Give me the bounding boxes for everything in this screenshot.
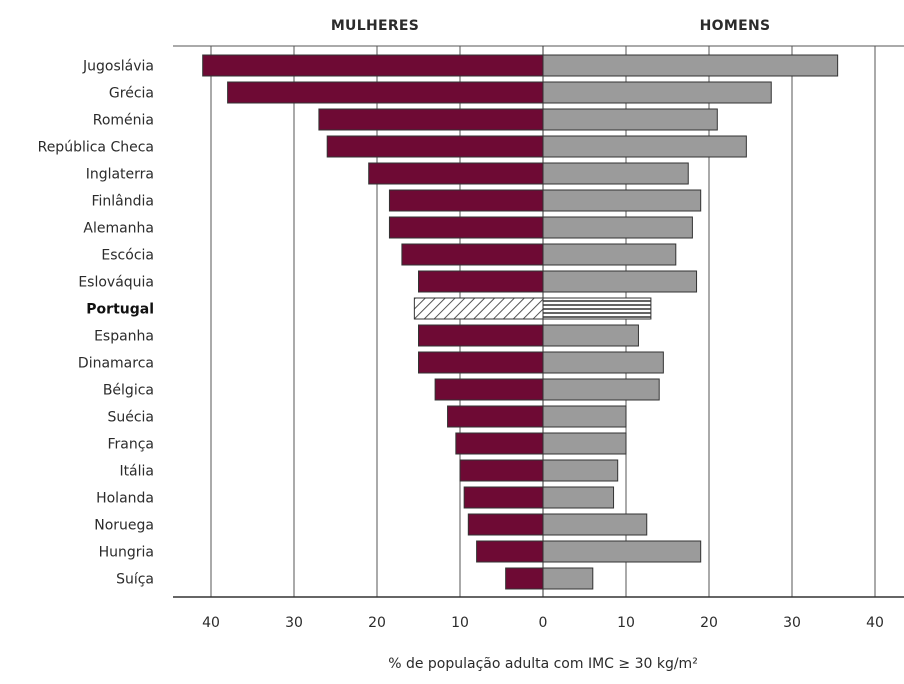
- category-label: Eslováquia: [78, 275, 154, 291]
- bar-women: [418, 324, 544, 347]
- bar-women: [455, 432, 544, 455]
- bar-men: [542, 54, 839, 77]
- bar-women: [202, 54, 544, 77]
- bar-women: [476, 540, 544, 563]
- category-label: Hungria: [99, 545, 154, 561]
- tick-label: 40: [866, 615, 884, 631]
- category-label: Noruega: [94, 518, 154, 534]
- women-heading: MULHERES: [331, 18, 419, 34]
- bar-men: [542, 162, 689, 185]
- category-label: Itália: [119, 464, 154, 480]
- bar-men: [542, 324, 639, 347]
- bar-men: [542, 378, 660, 401]
- bar-women: [368, 162, 544, 185]
- category-label: Suécia: [107, 410, 154, 426]
- bar-women: [418, 351, 544, 374]
- bar-women: [388, 189, 544, 212]
- tick-label: 0: [539, 615, 548, 631]
- bar-women: [505, 567, 544, 590]
- tick-label: 20: [368, 615, 386, 631]
- category-label: Bélgica: [103, 383, 154, 399]
- category-label: Roménia: [93, 113, 154, 129]
- category-label: República Checa: [38, 140, 154, 156]
- tick-label: 30: [285, 615, 303, 631]
- category-label: Portugal: [86, 302, 154, 318]
- bar-men: [542, 135, 747, 158]
- bar-men: [542, 297, 652, 320]
- bar-men: [542, 81, 772, 104]
- bar-women: [459, 459, 544, 482]
- bar-women: [401, 243, 544, 266]
- bar-men: [542, 567, 594, 590]
- bar-women: [463, 486, 544, 509]
- bar-women: [388, 216, 544, 239]
- bar-men: [542, 405, 627, 428]
- tick-label: 10: [451, 615, 469, 631]
- bar-men: [542, 189, 702, 212]
- category-label: Finlândia: [92, 194, 155, 210]
- bar-women: [447, 405, 544, 428]
- tick-label: 10: [617, 615, 635, 631]
- bar-men: [542, 243, 677, 266]
- tick-label: 20: [700, 615, 718, 631]
- category-label: Inglaterra: [86, 167, 154, 183]
- bar-men: [542, 459, 619, 482]
- category-label: Grécia: [109, 86, 154, 102]
- bar-women: [318, 108, 544, 131]
- category-label: Espanha: [94, 329, 154, 345]
- tick-label: 40: [202, 615, 220, 631]
- x-axis-title: % de população adulta com IMC ≥ 30 kg/m²: [388, 656, 698, 672]
- bar-men: [542, 270, 698, 293]
- category-labels: Jugoslávia Grécia Roménia República Checa In…: [38, 59, 154, 588]
- tick-label: 30: [783, 615, 801, 631]
- bar-men: [542, 513, 648, 536]
- bar-men: [542, 351, 664, 374]
- category-label: Dinamarca: [78, 356, 154, 372]
- bar-women: [418, 270, 544, 293]
- category-label: Suíça: [116, 572, 154, 588]
- bar-men: [542, 540, 702, 563]
- bar-men: [542, 216, 693, 239]
- category-label: França: [107, 437, 154, 453]
- bar-women: [326, 135, 544, 158]
- category-label: Holanda: [96, 491, 154, 507]
- category-label: Alemanha: [83, 221, 154, 237]
- tick-labels: 40 30 20 10 0 10 20 30 40: [202, 615, 884, 631]
- bar-men: [542, 486, 615, 509]
- men-heading: HOMENS: [700, 18, 771, 34]
- bar-women: [434, 378, 544, 401]
- bar-men: [542, 108, 718, 131]
- bar-women: [413, 297, 544, 320]
- bar-women: [467, 513, 544, 536]
- category-label: Jugoslávia: [82, 59, 154, 75]
- bar-women: [227, 81, 544, 104]
- bars-layer: [202, 46, 839, 597]
- category-label: Escócia: [101, 248, 154, 264]
- bar-men: [542, 432, 627, 455]
